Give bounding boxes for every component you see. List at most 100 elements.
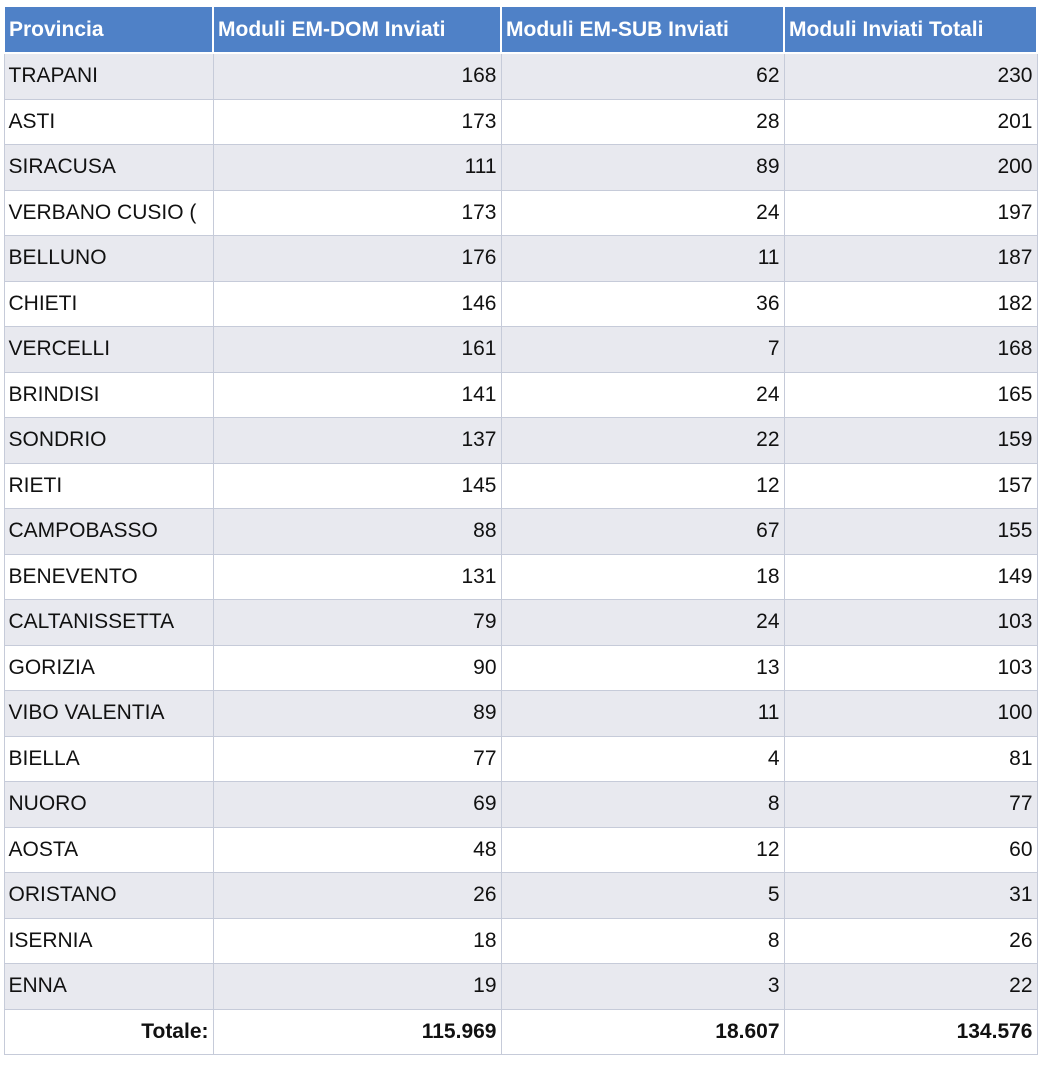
table-row: CAMPOBASSO 88 67 155 xyxy=(3,508,1038,555)
em-dom-cell[interactable]: 69 xyxy=(212,781,502,828)
em-sub-cell[interactable]: 4 xyxy=(500,735,785,782)
em-dom-cell[interactable]: 176 xyxy=(212,235,502,282)
provincia-cell[interactable]: GORIZIA xyxy=(3,644,214,691)
em-sub-cell[interactable]: 24 xyxy=(500,599,785,646)
provincia-cell[interactable]: BENEVENTO xyxy=(3,553,214,600)
em-sub-cell[interactable]: 36 xyxy=(500,280,785,327)
em-dom-cell[interactable]: 89 xyxy=(212,690,502,737)
em-sub-cell[interactable]: 3 xyxy=(500,963,785,1010)
table-row: BRINDISI 141 24 165 xyxy=(3,371,1038,418)
totali-cell[interactable]: 60 xyxy=(783,826,1038,873)
provincia-cell[interactable]: NUORO xyxy=(3,781,214,828)
totali-cell[interactable]: 168 xyxy=(783,326,1038,373)
em-sub-cell[interactable]: 13 xyxy=(500,644,785,691)
em-sub-cell[interactable]: 5 xyxy=(500,872,785,919)
em-sub-cell[interactable]: 11 xyxy=(500,235,785,282)
provincia-cell[interactable]: BRINDISI xyxy=(3,371,214,418)
table-row: CHIETI 146 36 182 xyxy=(3,280,1038,327)
em-sub-cell[interactable]: 62 xyxy=(500,52,785,100)
em-dom-cell[interactable]: 145 xyxy=(212,462,502,509)
provincia-cell[interactable]: VERCELLI xyxy=(3,326,214,373)
totali-cell[interactable]: 26 xyxy=(783,917,1038,964)
provincia-cell[interactable]: RIETI xyxy=(3,462,214,509)
provincia-cell[interactable]: ENNA xyxy=(3,963,214,1010)
em-sub-cell[interactable]: 24 xyxy=(500,371,785,418)
totali-cell[interactable]: 103 xyxy=(783,599,1038,646)
em-dom-cell[interactable]: 18 xyxy=(212,917,502,964)
em-dom-cell[interactable]: 111 xyxy=(212,144,502,191)
provincia-cell[interactable]: BIELLA xyxy=(3,735,214,782)
em-sub-cell[interactable]: 7 xyxy=(500,326,785,373)
em-dom-cell[interactable]: 19 xyxy=(212,963,502,1010)
em-sub-cell[interactable]: 24 xyxy=(500,189,785,236)
totali-cell[interactable]: 31 xyxy=(783,872,1038,919)
provincia-cell[interactable]: CAMPOBASSO xyxy=(3,508,214,555)
table-row: ASTI 173 28 201 xyxy=(3,98,1038,145)
column-header-em-dom[interactable]: Moduli EM-DOM Inviati xyxy=(212,5,502,54)
em-dom-cell[interactable]: 173 xyxy=(212,189,502,236)
totali-cell[interactable]: 77 xyxy=(783,781,1038,828)
totali-cell[interactable]: 165 xyxy=(783,371,1038,418)
em-sub-cell[interactable]: 8 xyxy=(500,781,785,828)
em-dom-cell[interactable]: 168 xyxy=(212,52,502,100)
em-sub-cell[interactable]: 22 xyxy=(500,417,785,464)
provincia-cell[interactable]: CHIETI xyxy=(3,280,214,327)
totali-cell[interactable]: 81 xyxy=(783,735,1038,782)
em-sub-cell[interactable]: 28 xyxy=(500,98,785,145)
provincia-cell[interactable]: VERBANO CUSIO ( xyxy=(3,189,214,236)
provincia-cell[interactable]: SIRACUSA xyxy=(3,144,214,191)
provincia-cell[interactable]: TRAPANI xyxy=(3,52,214,100)
provincia-cell[interactable]: VIBO VALENTIA xyxy=(3,690,214,737)
totali-cell[interactable]: 201 xyxy=(783,98,1038,145)
provincia-cell[interactable]: ISERNIA xyxy=(3,917,214,964)
provincia-cell[interactable]: ORISTANO xyxy=(3,872,214,919)
table-row: VERCELLI 161 7 168 xyxy=(3,326,1038,373)
em-sub-cell[interactable]: 18 xyxy=(500,553,785,600)
em-dom-cell[interactable]: 146 xyxy=(212,280,502,327)
em-dom-cell[interactable]: 77 xyxy=(212,735,502,782)
totali-cell[interactable]: 200 xyxy=(783,144,1038,191)
totali-cell[interactable]: 22 xyxy=(783,963,1038,1010)
em-dom-cell[interactable]: 137 xyxy=(212,417,502,464)
totali-cell[interactable]: 187 xyxy=(783,235,1038,282)
em-dom-cell[interactable]: 131 xyxy=(212,553,502,600)
totali-cell[interactable]: 155 xyxy=(783,508,1038,555)
em-dom-cell[interactable]: 173 xyxy=(212,98,502,145)
provincia-cell[interactable]: CALTANISSETTA xyxy=(3,599,214,646)
totali-cell[interactable]: 230 xyxy=(783,52,1038,100)
totali-cell[interactable]: 100 xyxy=(783,690,1038,737)
provincia-cell[interactable]: ASTI xyxy=(3,98,214,145)
total-em-dom: 115.969 xyxy=(212,1008,502,1055)
totali-cell[interactable]: 197 xyxy=(783,189,1038,236)
em-sub-cell[interactable]: 11 xyxy=(500,690,785,737)
totali-cell[interactable]: 149 xyxy=(783,553,1038,600)
em-dom-cell[interactable]: 48 xyxy=(212,826,502,873)
em-sub-cell[interactable]: 8 xyxy=(500,917,785,964)
em-sub-cell[interactable]: 12 xyxy=(500,826,785,873)
table-row: SIRACUSA 111 89 200 xyxy=(3,144,1038,191)
em-dom-cell[interactable]: 79 xyxy=(212,599,502,646)
table-row: BELLUNO 176 11 187 xyxy=(3,235,1038,282)
em-sub-cell[interactable]: 89 xyxy=(500,144,785,191)
column-header-provincia[interactable]: Provincia xyxy=(3,5,214,54)
table-header: Provincia Moduli EM-DOM Inviati Moduli E… xyxy=(3,5,1038,54)
em-dom-cell[interactable]: 141 xyxy=(212,371,502,418)
totali-cell[interactable]: 159 xyxy=(783,417,1038,464)
em-dom-cell[interactable]: 88 xyxy=(212,508,502,555)
provincia-cell[interactable]: SONDRIO xyxy=(3,417,214,464)
totali-cell[interactable]: 103 xyxy=(783,644,1038,691)
provincia-cell[interactable]: AOSTA xyxy=(3,826,214,873)
em-dom-cell[interactable]: 161 xyxy=(212,326,502,373)
table-row: BENEVENTO 131 18 149 xyxy=(3,553,1038,600)
table-row: VIBO VALENTIA 89 11 100 xyxy=(3,690,1038,737)
provinces-table: Provincia Moduli EM-DOM Inviati Moduli E… xyxy=(3,5,1038,1055)
totali-cell[interactable]: 157 xyxy=(783,462,1038,509)
em-dom-cell[interactable]: 90 xyxy=(212,644,502,691)
column-header-totali[interactable]: Moduli Inviati Totali xyxy=(783,5,1038,54)
totali-cell[interactable]: 182 xyxy=(783,280,1038,327)
em-sub-cell[interactable]: 67 xyxy=(500,508,785,555)
column-header-em-sub[interactable]: Moduli EM-SUB Inviati xyxy=(500,5,785,54)
em-dom-cell[interactable]: 26 xyxy=(212,872,502,919)
provincia-cell[interactable]: BELLUNO xyxy=(3,235,214,282)
em-sub-cell[interactable]: 12 xyxy=(500,462,785,509)
